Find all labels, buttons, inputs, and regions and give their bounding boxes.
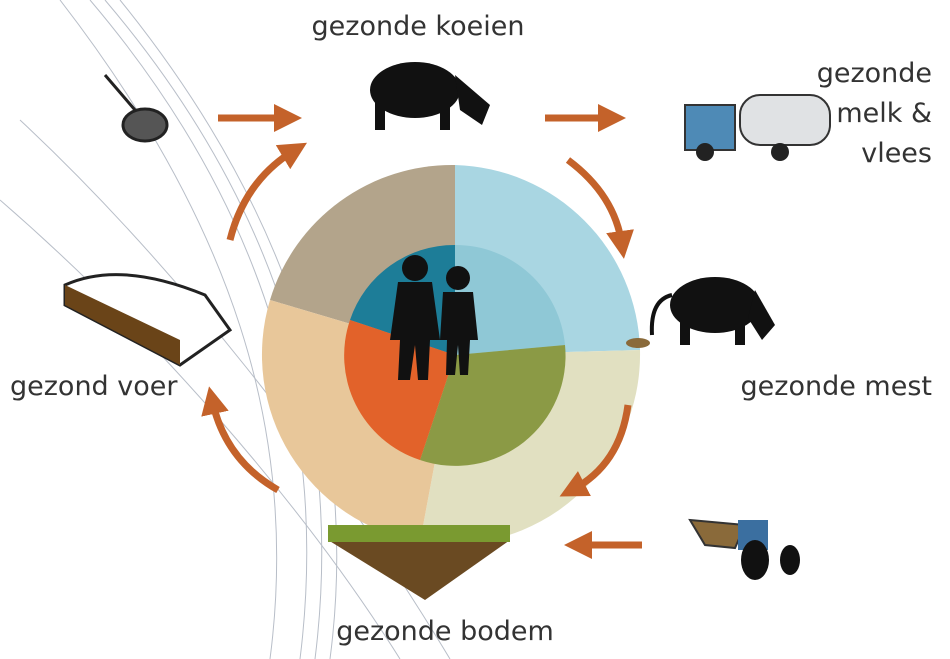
node-label: gezonde koeien xyxy=(312,11,525,42)
truck-icon xyxy=(685,95,830,161)
node-label: vlees xyxy=(861,138,932,169)
node-label: gezonde bodem xyxy=(336,616,554,647)
node-label: gezonde xyxy=(817,58,932,89)
cow-icon xyxy=(370,62,490,130)
node-label: melk & xyxy=(836,98,932,129)
node-label: gezond voer xyxy=(10,371,178,402)
tractor-icon xyxy=(690,520,800,580)
soil-icon xyxy=(328,525,510,600)
cow-mest-icon xyxy=(626,277,775,348)
cycle-diagram: gezonde koeien gezonde melk & vlees gezo… xyxy=(0,0,950,659)
feed-icon xyxy=(65,275,230,365)
center-circle xyxy=(262,165,640,544)
node-label: gezonde mest xyxy=(741,371,932,402)
